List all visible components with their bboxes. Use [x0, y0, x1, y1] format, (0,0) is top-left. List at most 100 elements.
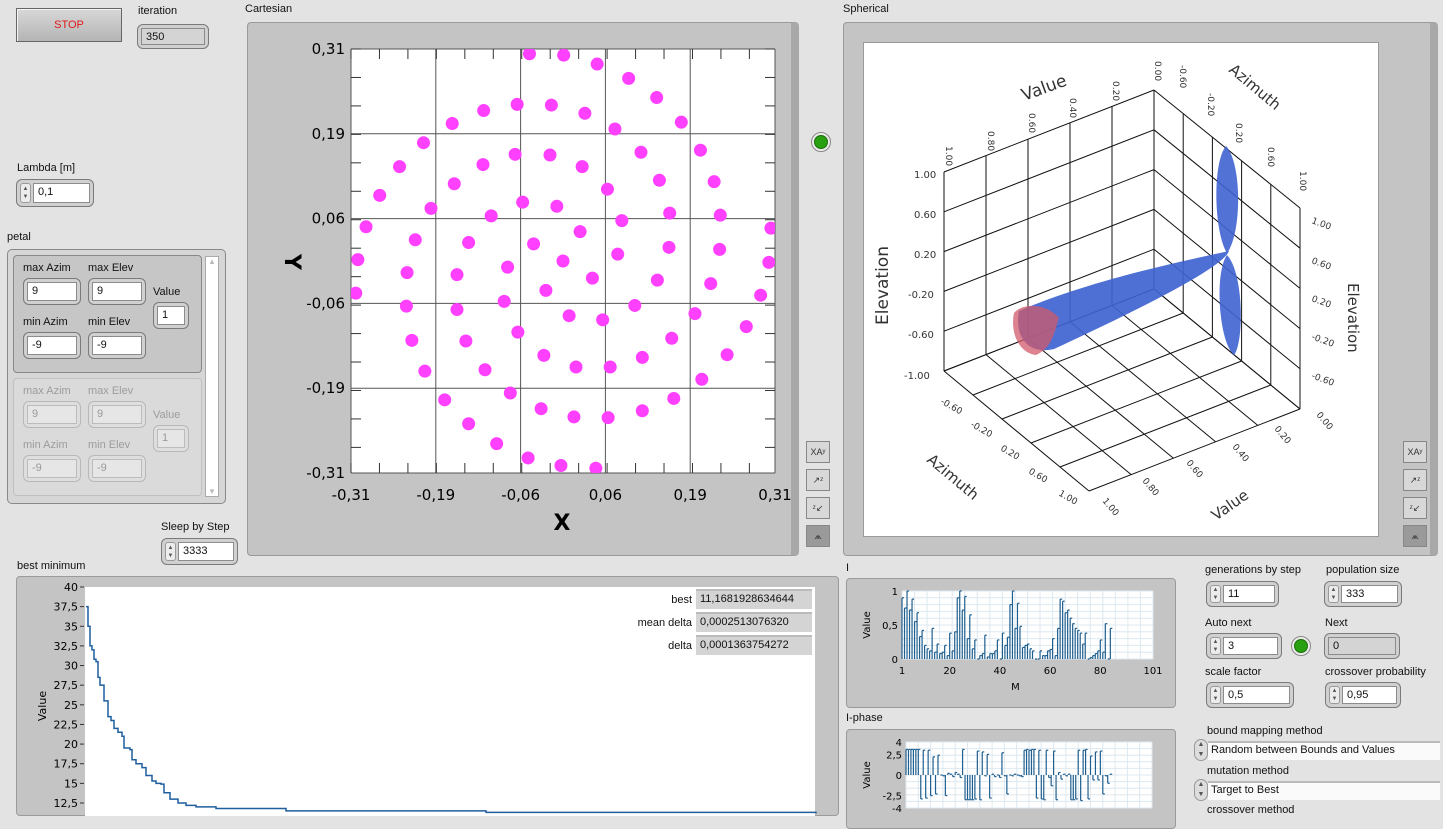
population-input[interactable]: 333	[1341, 585, 1398, 603]
max-azim-input[interactable]: 9	[23, 278, 81, 305]
y-tick-label: 2,5	[886, 750, 902, 761]
tick-label: -0.60	[1310, 371, 1336, 388]
y-tick-label: 0	[896, 771, 902, 782]
spinner-icon[interactable]: ▲ ▼	[20, 183, 31, 203]
rotate-xy-icon[interactable]: XAʸ	[1403, 441, 1427, 463]
crossover-probability-input[interactable]: 0,95	[1342, 686, 1397, 704]
scatter-point	[351, 286, 363, 300]
main-lobe	[1018, 251, 1229, 351]
max-elev-value[interactable]: 9	[92, 282, 142, 301]
rotate-xz-icon[interactable]: ↗ᶻ	[806, 469, 830, 491]
auto-next-input[interactable]: 3	[1223, 637, 1278, 655]
min-azim-value[interactable]: -9	[27, 336, 77, 355]
auto-next-led[interactable]	[1291, 636, 1311, 656]
scatter-point	[351, 253, 365, 267]
y-tick-label: 32,5	[54, 640, 79, 653]
scatter-point	[393, 160, 407, 174]
spherical-plot[interactable]: Value Azimuth Elevation Elevation Azimuth Val…	[864, 43, 1380, 538]
max-azim-label: max Azim	[23, 262, 71, 274]
scatter-point	[603, 360, 617, 374]
y-tick-label: -0,31	[306, 464, 345, 482]
ring-arrows-icon[interactable]: ▲ ▼	[1194, 739, 1208, 761]
min-azim-input: -9	[23, 455, 81, 482]
best-minimum-label: best minimum	[17, 560, 86, 572]
scatter-point	[544, 98, 558, 112]
scatter-point	[537, 348, 551, 362]
spinner-icon[interactable]: ▲ ▼	[1210, 585, 1221, 603]
max-azim-label: max Azim	[23, 385, 71, 397]
y-tick-label: 0	[892, 655, 898, 666]
mutation-method-ring[interactable]: ▲ ▼ Target to Best	[1194, 779, 1440, 801]
mutation-method-value[interactable]: Target to Best	[1208, 780, 1440, 800]
spinner-icon[interactable]: ▲ ▼	[165, 542, 176, 561]
sleep-control[interactable]: ▲ ▼ 3333	[161, 538, 238, 565]
value-value[interactable]: 1	[157, 306, 185, 325]
cartesian-led[interactable]	[811, 132, 831, 152]
iteration-value: 350	[141, 28, 205, 45]
max-azim-value[interactable]: 9	[27, 282, 77, 301]
tick-label: -0.60	[939, 397, 964, 417]
scatter-point	[590, 57, 604, 71]
tick-label: 0.20	[1110, 81, 1120, 101]
y-tick-label: 0,06	[312, 210, 345, 228]
scatter-point	[478, 363, 492, 377]
scatter-point	[615, 214, 629, 228]
grid-line	[1030, 360, 1242, 444]
rotate-zy-icon[interactable]: ᶻ↙	[806, 497, 830, 519]
scroll-up-icon[interactable]: ▲	[208, 257, 216, 266]
reset-view-icon[interactable]: ⩕	[806, 525, 830, 547]
spinner-icon[interactable]: ▲ ▼	[1210, 637, 1221, 655]
min-azim-input[interactable]: -9	[23, 332, 81, 359]
crossover-probability-control[interactable]: ▲ ▼ 0,95	[1325, 682, 1401, 708]
grid-line	[1088, 408, 1301, 492]
rotate-xz-icon[interactable]: ↗ᶻ	[1403, 469, 1427, 491]
min-elev-label: min Elev	[88, 316, 131, 328]
generations-input[interactable]: 11	[1223, 585, 1275, 603]
max-elev-input[interactable]: 9	[88, 278, 146, 305]
sleep-input[interactable]: 3333	[178, 542, 234, 561]
reset-view-icon[interactable]: ⩕	[1403, 525, 1427, 547]
lambda-control[interactable]: ▲ ▼ 0,1	[16, 179, 94, 207]
tick-label: -0.60	[1177, 65, 1187, 89]
lambda-input[interactable]: 0,1	[33, 183, 90, 203]
scatter-point	[484, 209, 498, 223]
tick-label: 1.00	[914, 170, 936, 181]
ring-arrows-icon[interactable]: ▲ ▼	[1194, 779, 1208, 801]
scatter-point	[652, 173, 666, 187]
value-input[interactable]: 1	[153, 302, 189, 329]
scatter-point	[650, 273, 664, 287]
spinner-icon[interactable]: ▲ ▼	[1329, 686, 1340, 704]
spinner-icon[interactable]: ▲ ▼	[1328, 585, 1339, 603]
tick-label: 1.00	[1310, 216, 1333, 232]
bound-mapping-value[interactable]: Random between Bounds and Values	[1208, 740, 1440, 760]
readout-value: 0,0001363754272	[696, 635, 812, 655]
i-chart-label: I	[846, 562, 850, 574]
generations-control[interactable]: ▲ ▼ 11	[1206, 581, 1279, 607]
petal-scrollbar[interactable]: ▲ ▼	[205, 256, 219, 497]
rotate-zy-icon[interactable]: ᶻ↙	[1403, 497, 1427, 519]
scatter-point	[516, 195, 530, 209]
axis-label: Azimuth	[923, 450, 982, 504]
scroll-down-icon[interactable]: ▼	[208, 487, 216, 496]
rotate-xy-icon[interactable]: XAʸ	[806, 441, 830, 463]
stop-label: STOP	[54, 19, 84, 31]
scale-factor-control[interactable]: ▲ ▼ 0,5	[1206, 682, 1294, 708]
scale-factor-input[interactable]: 0,5	[1223, 686, 1290, 704]
tick-label: -0.20	[908, 290, 934, 301]
scatter-point	[554, 458, 568, 472]
max-azim-input: 9	[23, 401, 81, 428]
min-elev-value[interactable]: -9	[92, 336, 142, 355]
scatter-point	[476, 158, 490, 172]
spinner-icon[interactable]: ▲ ▼	[1210, 686, 1221, 704]
scatter-point	[628, 298, 642, 312]
max-elev-input: 9	[88, 401, 146, 428]
stop-button[interactable]: STOP	[16, 8, 122, 42]
min-elev-input[interactable]: -9	[88, 332, 146, 359]
points	[351, 49, 775, 473]
scatter-point	[543, 148, 557, 162]
spherical-plot-area[interactable]: Value Azimuth Elevation Elevation Azimuth Val…	[863, 42, 1379, 537]
tick-label: -0.20	[1205, 93, 1215, 117]
bound-mapping-ring[interactable]: ▲ ▼ Random between Bounds and Values	[1194, 739, 1440, 761]
population-control[interactable]: ▲ ▼ 333	[1324, 581, 1402, 607]
auto-next-control[interactable]: ▲ ▼ 3	[1206, 633, 1282, 659]
